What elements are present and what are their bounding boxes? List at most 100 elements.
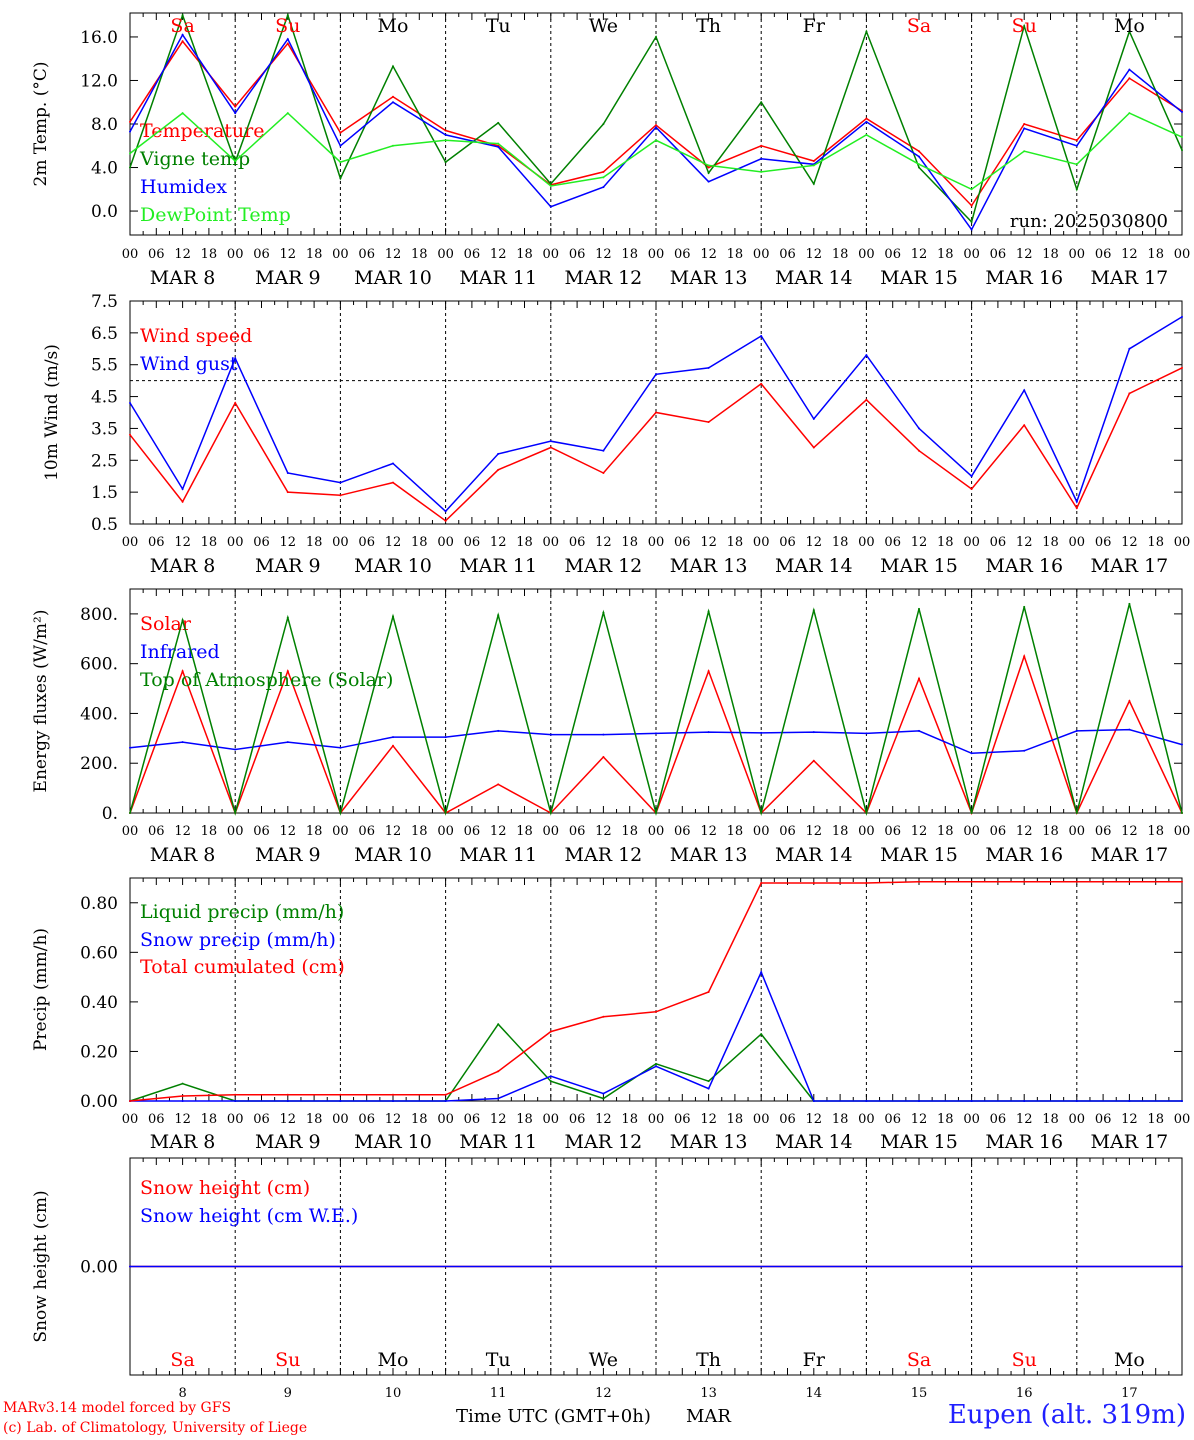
- data-point: [181, 500, 184, 503]
- data-point: [339, 144, 342, 147]
- data-point: [1128, 880, 1131, 883]
- date-label: MAR 16: [985, 267, 1063, 289]
- legend-entry: Infrared: [140, 641, 220, 663]
- data-point: [1128, 700, 1131, 702]
- data-point: [602, 170, 605, 173]
- data-point: [865, 398, 868, 401]
- hour-tick-label: 06: [1095, 247, 1112, 262]
- hour-tick-label: 06: [779, 247, 796, 262]
- data-point: [760, 157, 763, 160]
- data-point: [760, 382, 763, 385]
- hour-tick-label: 18: [411, 535, 428, 550]
- hour-tick-label: 00: [227, 247, 244, 262]
- hour-tick-label: 06: [358, 535, 375, 550]
- data-point: [549, 440, 552, 443]
- legend-entry: Snow height (cm): [140, 1177, 310, 1199]
- hour-tick-label: 18: [727, 535, 744, 550]
- hour-tick-label: 18: [516, 824, 533, 839]
- weekday-label: Mo: [1114, 15, 1145, 37]
- hour-tick-label: 06: [464, 535, 481, 550]
- data-point: [918, 427, 920, 430]
- weekday-label: Su: [1012, 15, 1037, 37]
- hour-tick-label: 12: [1016, 824, 1033, 839]
- hour-tick-label: 12: [490, 247, 507, 262]
- hour-tick-label: 12: [490, 535, 507, 550]
- data-point: [286, 42, 289, 45]
- hour-tick-label: 18: [937, 535, 954, 550]
- hour-tick-label: 18: [306, 1112, 323, 1127]
- date-label: MAR 9: [255, 555, 321, 577]
- data-point: [865, 1100, 868, 1102]
- hour-tick-label: 18: [201, 535, 218, 550]
- date-label: MAR 11: [459, 555, 537, 577]
- date-label: MAR 12: [565, 555, 643, 577]
- hour-tick-label: 06: [990, 535, 1007, 550]
- data-point: [1128, 347, 1131, 350]
- data-point: [129, 812, 131, 814]
- data-point: [760, 881, 763, 884]
- hour-tick-label: 18: [201, 1112, 218, 1127]
- data-point: [181, 1095, 184, 1098]
- data-point: [970, 752, 973, 755]
- data-point: [1128, 602, 1131, 605]
- data-point: [497, 614, 500, 617]
- y-tick-label: 600.: [80, 655, 118, 675]
- data-point: [549, 1075, 552, 1078]
- data-point: [286, 472, 289, 475]
- data-point: [339, 131, 342, 134]
- hour-tick-label: 18: [306, 247, 323, 262]
- hour-tick-label: 00: [753, 1112, 770, 1127]
- date-label: MAR 16: [985, 1131, 1063, 1153]
- hour-tick-label: 06: [674, 1112, 691, 1127]
- day-number-label: 10: [385, 1386, 402, 1401]
- data-point: [234, 105, 237, 108]
- data-point: [707, 1080, 710, 1083]
- date-label: MAR 8: [150, 555, 216, 577]
- legend-entry: Snow height (cm W.E.): [140, 1205, 358, 1227]
- data-point: [1181, 149, 1183, 152]
- data-point: [129, 130, 131, 133]
- day-number-label: 11: [490, 1386, 507, 1401]
- data-point: [918, 729, 920, 732]
- data-point: [812, 1100, 815, 1102]
- data-point: [549, 205, 552, 208]
- data-point: [392, 1100, 394, 1102]
- hour-tick-label: 06: [990, 1112, 1007, 1127]
- hour-tick-label: 06: [779, 824, 796, 839]
- data-point: [655, 812, 657, 814]
- date-label: MAR 10: [354, 267, 432, 289]
- data-point: [1023, 605, 1026, 608]
- weekday-label: Su: [275, 1349, 300, 1371]
- data-point: [444, 1100, 447, 1102]
- date-label: MAR 17: [1091, 844, 1169, 866]
- station-name: Eupen (alt. 319m): [947, 1400, 1186, 1430]
- data-point: [129, 1100, 131, 1102]
- hour-tick-label: 12: [595, 247, 612, 262]
- data-point: [1075, 729, 1078, 732]
- data-point: [1128, 728, 1131, 731]
- hour-tick-label: 18: [1147, 247, 1164, 262]
- hour-tick-label: 06: [569, 535, 586, 550]
- data-point: [707, 731, 710, 734]
- data-point: [1023, 123, 1026, 125]
- data-point: [602, 176, 605, 179]
- data-point: [286, 38, 289, 41]
- data-point: [444, 736, 447, 739]
- date-label: MAR 15: [880, 1131, 958, 1153]
- date-label: MAR 16: [985, 555, 1063, 577]
- hour-tick-label: 06: [884, 535, 901, 550]
- data-point: [497, 121, 500, 124]
- y-axis-label: 10m Wind (m/s): [42, 344, 62, 481]
- hour-tick-label: 18: [727, 824, 744, 839]
- hour-tick-label: 06: [148, 535, 165, 550]
- data-point: [1128, 30, 1131, 33]
- model-credit: MARv3.14 model forced by GFS: [3, 1400, 232, 1416]
- data-point: [918, 607, 920, 610]
- hour-tick-label: 12: [490, 1112, 507, 1127]
- data-point: [1075, 188, 1078, 191]
- hour-tick-label: 06: [990, 824, 1007, 839]
- data-point: [1023, 389, 1026, 392]
- weekday-label: Tu: [486, 15, 511, 37]
- hour-tick-label: 06: [464, 247, 481, 262]
- hour-tick-label: 12: [280, 247, 297, 262]
